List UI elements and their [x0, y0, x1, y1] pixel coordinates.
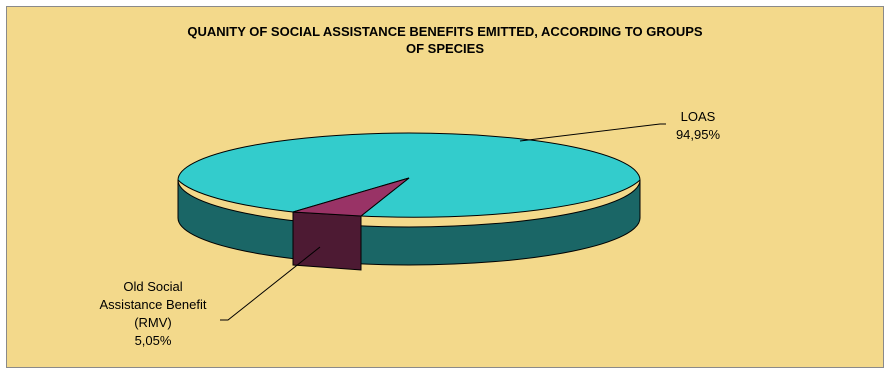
label-loas: LOAS 94,95%	[676, 109, 721, 142]
slice-top-loas	[177, 132, 641, 218]
leader-line-rmv	[220, 246, 321, 321]
chart-title-line-2: OF SPECIES	[405, 41, 485, 56]
chart-title-line-1: QUANITY OF SOCIAL ASSISTANCE BENEFITS EM…	[187, 24, 703, 39]
chart-title: QUANITY OF SOCIAL ASSISTANCE BENEFITS EM…	[7, 23, 883, 57]
label-rmv: Old Social Assistance Benefit (RMV) 5,05%	[100, 279, 207, 348]
slice-top-rmv	[292, 177, 410, 217]
slice-side-rmv	[292, 211, 362, 271]
leader-line-loas	[519, 123, 666, 142]
